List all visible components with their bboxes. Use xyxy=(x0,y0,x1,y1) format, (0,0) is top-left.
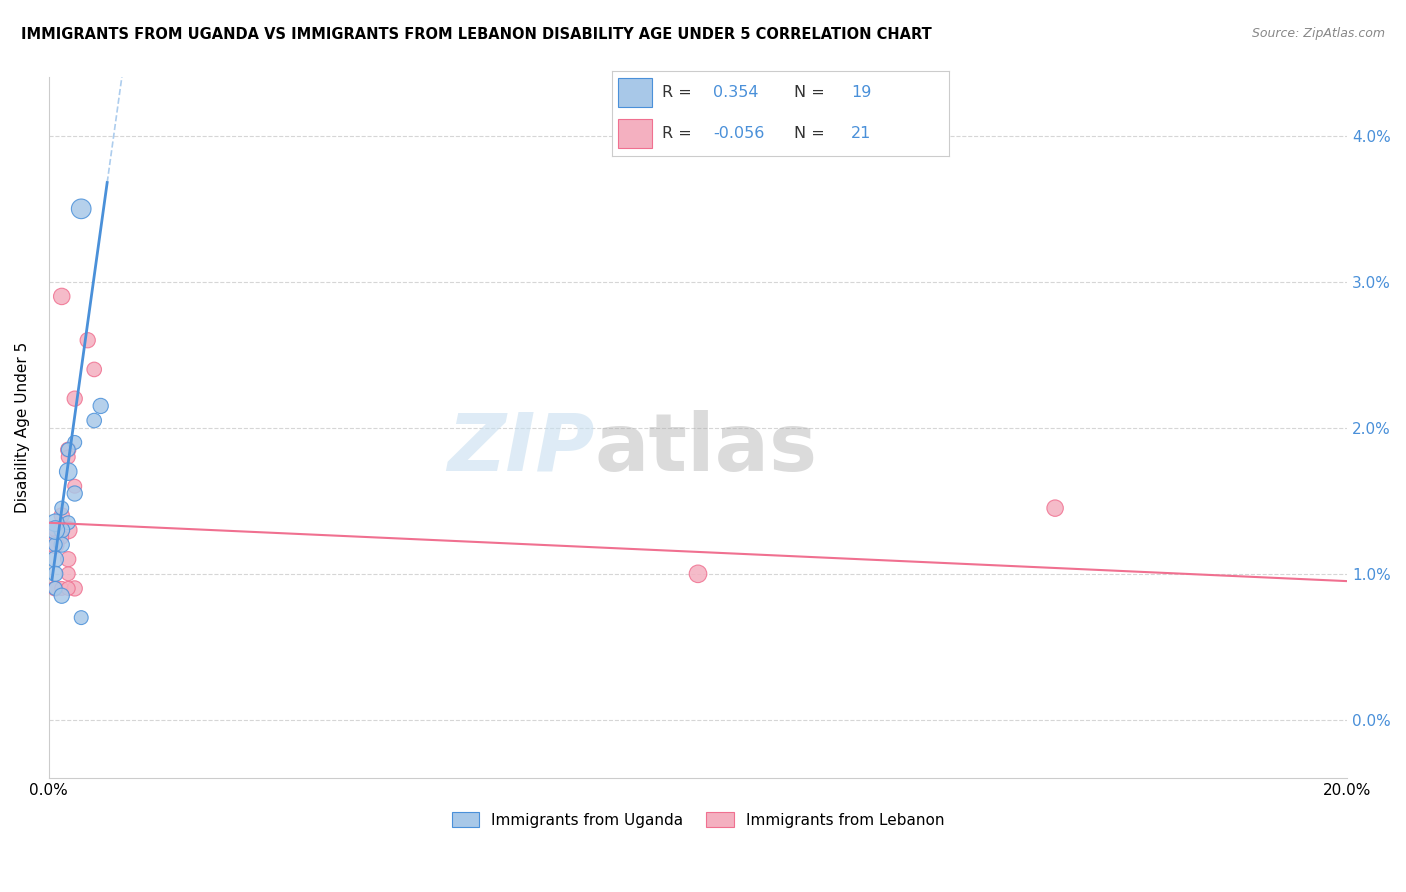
Point xyxy=(70,610,93,624)
Y-axis label: Disability Age Under 5: Disability Age Under 5 xyxy=(15,343,30,514)
Text: atlas: atlas xyxy=(595,409,817,488)
Text: ZIP: ZIP xyxy=(447,409,595,488)
Point xyxy=(1043,501,1066,516)
Point xyxy=(51,289,73,303)
Point xyxy=(51,538,73,552)
Point xyxy=(44,516,66,530)
Point xyxy=(44,538,66,552)
Point xyxy=(44,582,66,596)
Point xyxy=(51,530,73,544)
Text: 21: 21 xyxy=(851,126,872,141)
Text: 0.354: 0.354 xyxy=(713,85,758,100)
Point xyxy=(63,582,86,596)
Point xyxy=(51,508,73,523)
Point xyxy=(58,450,80,464)
Text: N =: N = xyxy=(794,126,830,141)
Point xyxy=(76,333,98,347)
Point xyxy=(58,465,80,479)
Point xyxy=(58,582,80,596)
Point xyxy=(686,566,709,581)
Text: N =: N = xyxy=(794,85,830,100)
Point xyxy=(83,362,105,376)
Point xyxy=(44,566,66,581)
Point xyxy=(51,523,73,537)
Point xyxy=(63,486,86,500)
Point xyxy=(44,552,66,566)
Point xyxy=(70,202,93,216)
Text: -0.056: -0.056 xyxy=(713,126,765,141)
Point xyxy=(44,582,66,596)
Point xyxy=(90,399,112,413)
Point xyxy=(58,442,80,457)
Bar xyxy=(619,78,652,107)
Bar xyxy=(619,119,652,147)
Legend: Immigrants from Uganda, Immigrants from Lebanon: Immigrants from Uganda, Immigrants from … xyxy=(446,805,950,834)
Point xyxy=(58,552,80,566)
Text: R =: R = xyxy=(662,85,697,100)
Point xyxy=(44,538,66,552)
Point xyxy=(44,523,66,537)
Point xyxy=(51,523,73,537)
Point xyxy=(63,479,86,493)
Point xyxy=(63,435,86,450)
Point xyxy=(58,516,80,530)
Text: Source: ZipAtlas.com: Source: ZipAtlas.com xyxy=(1251,27,1385,40)
Point xyxy=(63,392,86,406)
Point xyxy=(44,523,66,537)
Point xyxy=(58,523,80,537)
Text: IMMIGRANTS FROM UGANDA VS IMMIGRANTS FROM LEBANON DISABILITY AGE UNDER 5 CORRELA: IMMIGRANTS FROM UGANDA VS IMMIGRANTS FRO… xyxy=(21,27,932,42)
Point xyxy=(83,413,105,427)
Point xyxy=(51,589,73,603)
Point xyxy=(58,566,80,581)
Point xyxy=(51,582,73,596)
Point xyxy=(51,501,73,516)
Point xyxy=(58,442,80,457)
Text: R =: R = xyxy=(662,126,697,141)
Text: 19: 19 xyxy=(851,85,872,100)
